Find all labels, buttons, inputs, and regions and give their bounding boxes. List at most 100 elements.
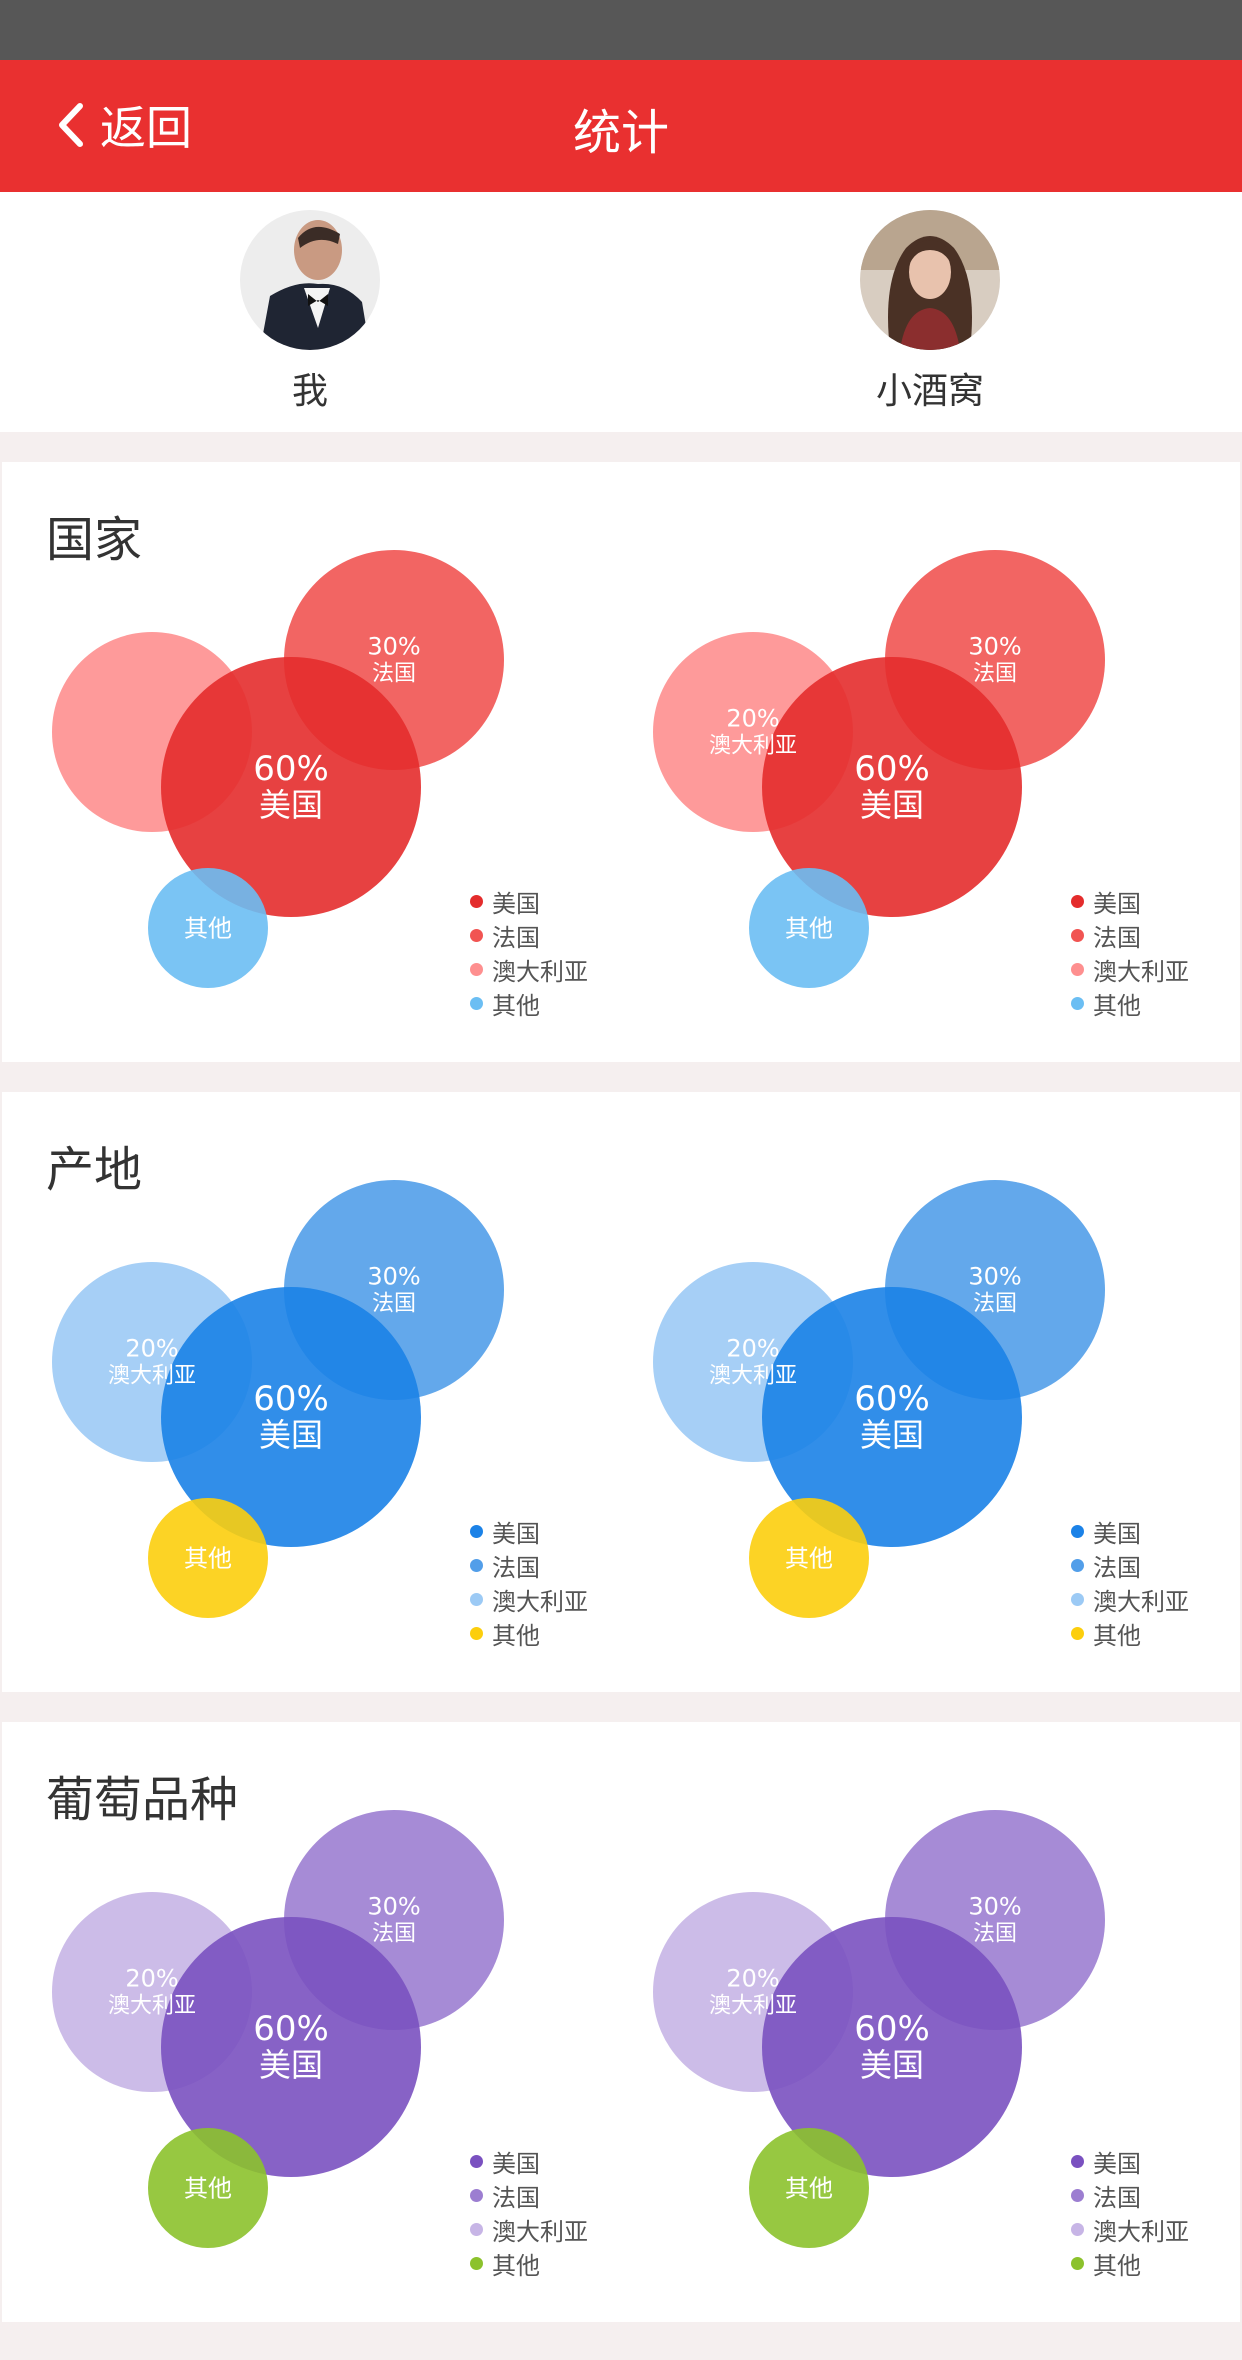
bubble-label-australia: 20%: [125, 1964, 178, 1992]
legend-label: 其他: [492, 2251, 540, 2280]
legend-item-france: 法国: [1071, 918, 1211, 952]
legend-dot-icon: [470, 996, 483, 1010]
legend-item-other: 其他: [470, 986, 610, 1020]
bubble-other[interactable]: [148, 1498, 268, 1618]
bubble-usa[interactable]: [762, 657, 1022, 917]
legend-label: 法国: [1093, 2183, 1141, 2212]
legend-label: 法国: [492, 1553, 540, 1582]
bubble-label-other: 其他: [184, 2174, 232, 2202]
bubble-label-other: 其他: [785, 2174, 833, 2202]
bubble-label-australia: 澳大利亚: [108, 1364, 196, 1389]
legend-item-other: 其他: [470, 1616, 610, 1650]
legend-item-france: 法国: [470, 1548, 610, 1582]
bubble-usa[interactable]: [762, 1287, 1022, 1547]
bubble-usa[interactable]: [762, 1917, 1022, 2177]
legend-item-australia: 澳大利亚: [470, 2212, 610, 2246]
legend-dot-icon: [1071, 1558, 1084, 1572]
legend-item-australia: 澳大利亚: [470, 1582, 610, 1616]
legend-label: 澳大利亚: [492, 1587, 588, 1616]
legend-dot-icon: [470, 2256, 483, 2270]
bubble-label-france: 30%: [367, 1262, 420, 1290]
legend-label: 法国: [1093, 923, 1141, 952]
legend-dot-icon: [1071, 2256, 1084, 2270]
legend-item-other: 其他: [470, 2246, 610, 2280]
user-me[interactable]: 我: [210, 210, 410, 414]
legend-dot-icon: [470, 894, 483, 908]
bubble-label-australia: 20%: [726, 1334, 779, 1362]
legend-right: 美国 法国 澳大利亚 其他: [1071, 884, 1211, 1020]
nav-bar: 返回 统计: [0, 60, 1242, 192]
stat-card-1: 国家 30% 法国 60% 美国 其他 20% 澳大利亚 30% 法国 60% 美国 其他 美国 法国 澳大利…: [2, 462, 1240, 1062]
legend-label: 美国: [492, 1519, 540, 1548]
bubble-label-usa: 60%: [253, 2009, 329, 2049]
legend-label: 美国: [1093, 889, 1141, 918]
legend-label: 法国: [492, 2183, 540, 2212]
legend-item-usa: 美国: [1071, 884, 1211, 918]
legend-label: 美国: [492, 889, 540, 918]
bubble-other[interactable]: [749, 868, 869, 988]
bubble-usa[interactable]: [161, 1287, 421, 1547]
legend-dot-icon: [470, 1592, 483, 1606]
bubble-label-usa: 美国: [259, 1416, 323, 1454]
back-button[interactable]: 返回: [56, 90, 192, 160]
bubble-usa[interactable]: [161, 657, 421, 917]
bubble-label-australia: 澳大利亚: [709, 1994, 797, 2019]
legend-dot-icon: [470, 1558, 483, 1572]
legend-item-other: 其他: [1071, 986, 1211, 1020]
legend-dot-icon: [470, 1524, 483, 1538]
legend-item-australia: 澳大利亚: [470, 952, 610, 986]
legend-dot-icon: [470, 2154, 483, 2168]
legend-item-australia: 澳大利亚: [1071, 2212, 1211, 2246]
legend-item-france: 法国: [1071, 1548, 1211, 1582]
legend-item-usa: 美国: [470, 1514, 610, 1548]
bubble-label-france: 30%: [968, 1262, 1021, 1290]
bubble-other[interactable]: [749, 1498, 869, 1618]
bubble-other[interactable]: [148, 868, 268, 988]
bubble-other[interactable]: [148, 2128, 268, 2248]
legend-item-france: 法国: [1071, 2178, 1211, 2212]
bubble-usa[interactable]: [161, 1917, 421, 2177]
legend-label: 其他: [1093, 991, 1141, 1020]
legend-item-france: 法国: [470, 2178, 610, 2212]
legend-label: 法国: [492, 923, 540, 952]
legend-item-usa: 美国: [470, 884, 610, 918]
bubble-label-usa: 美国: [259, 786, 323, 824]
chevron-left-icon: [59, 103, 83, 147]
bubble-label-usa: 美国: [860, 1416, 924, 1454]
bubble-label-australia: 澳大利亚: [709, 1364, 797, 1389]
man-avatar: [240, 210, 380, 350]
user-friend[interactable]: 小酒窝: [830, 210, 1030, 414]
bubble-label-usa: 美国: [860, 2046, 924, 2084]
legend-label: 其他: [492, 991, 540, 1020]
legend-left: 美国法国澳大利亚其他: [470, 2144, 610, 2280]
legend-left: 美国法国 澳大利亚其他: [470, 884, 610, 1020]
legend-label: 美国: [1093, 1519, 1141, 1548]
bubble-label-usa: 60%: [854, 2009, 930, 2049]
bubble-label-france: 30%: [968, 632, 1021, 660]
user-name-friend: 小酒窝: [875, 371, 984, 412]
legend-label: 澳大利亚: [492, 2217, 588, 2246]
legend-dot-icon: [1071, 2188, 1084, 2202]
page-title: 统计: [572, 105, 669, 161]
bubble-label-usa: 60%: [854, 749, 930, 789]
legend-item-australia: 澳大利亚: [1071, 1582, 1211, 1616]
legend-label: 其他: [1093, 2251, 1141, 2280]
legend-dot-icon: [470, 2188, 483, 2202]
stat-card-2: 产地 20% 澳大利亚 30% 法国 60% 美国 其他 20% 澳大利亚 30% 法国 60% 美国 其他…: [2, 1092, 1240, 1692]
card-title: 国家: [46, 512, 143, 568]
legend-label: 澳大利亚: [1093, 1587, 1189, 1616]
legend-right: 美国 法国 澳大利亚 其他: [1071, 2144, 1211, 2280]
legend-right: 美国 法国 澳大利亚 其他: [1071, 1514, 1211, 1650]
legend-item-usa: 美国: [470, 2144, 610, 2178]
legend-dot-icon: [470, 2222, 483, 2236]
bubble-other[interactable]: [749, 2128, 869, 2248]
bubble-label-other: 其他: [184, 914, 232, 942]
legend-label: 法国: [1093, 1553, 1141, 1582]
bubble-label-australia: 20%: [125, 1334, 178, 1362]
